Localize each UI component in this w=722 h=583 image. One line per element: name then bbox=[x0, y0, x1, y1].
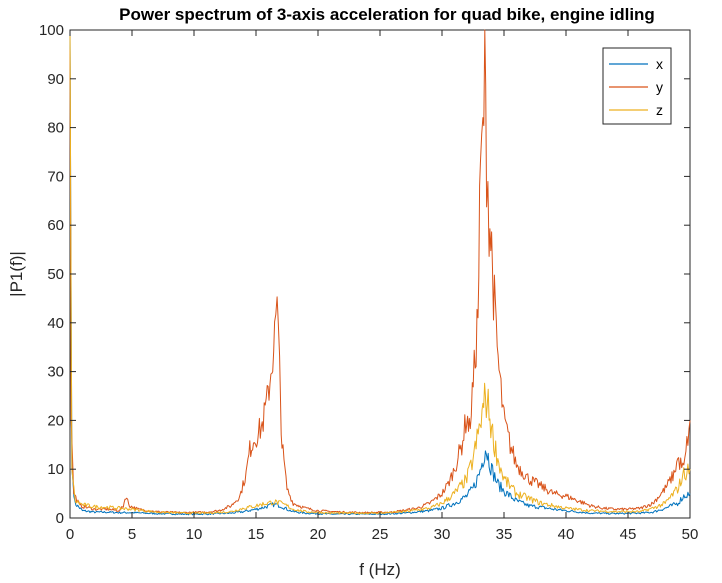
legend[interactable]: x y z bbox=[602, 47, 672, 125]
x-tick-label: 0 bbox=[66, 526, 74, 543]
series-line-x bbox=[69, 29, 691, 516]
x-axis: 0 5 10 15 20 25 30 35 40 45 50 bbox=[66, 30, 699, 543]
x-tick-label: 20 bbox=[310, 526, 327, 543]
y-tick-label: 20 bbox=[47, 412, 64, 429]
y-tick-label: 90 bbox=[47, 71, 64, 88]
x-tick-label: 5 bbox=[128, 526, 136, 543]
x-tick-label: 30 bbox=[434, 526, 451, 543]
x-axis-label: f (Hz) bbox=[359, 560, 401, 579]
legend-label-y: y bbox=[656, 79, 663, 95]
legend-label-z: z bbox=[656, 102, 663, 118]
y-tick-label: 100 bbox=[39, 22, 64, 39]
y-tick-label: 70 bbox=[47, 168, 64, 185]
plot-area bbox=[69, 29, 691, 519]
y-axis: 0 10 20 30 40 50 60 70 80 90 100 bbox=[39, 22, 690, 527]
chart-title: Power spectrum of 3-axis acceleration fo… bbox=[119, 5, 655, 24]
legend-label-x: x bbox=[656, 56, 663, 72]
x-tick-label: 15 bbox=[248, 526, 265, 543]
x-tick-label: 50 bbox=[682, 526, 699, 543]
x-tick-label: 10 bbox=[186, 526, 203, 543]
series-line-z bbox=[69, 29, 691, 515]
x-tick-label: 35 bbox=[496, 526, 513, 543]
legend-box bbox=[602, 47, 672, 125]
y-axis-label: |P1(f)| bbox=[7, 251, 26, 297]
y-tick-label: 50 bbox=[47, 266, 64, 283]
x-tick-label: 45 bbox=[620, 526, 637, 543]
x-tick-label: 25 bbox=[372, 526, 389, 543]
y-tick-label: 60 bbox=[47, 217, 64, 234]
y-tick-label: 80 bbox=[47, 120, 64, 137]
y-tick-label: 0 bbox=[56, 510, 64, 527]
y-tick-label: 30 bbox=[47, 364, 64, 381]
x-tick-label: 40 bbox=[558, 526, 575, 543]
y-tick-label: 40 bbox=[47, 315, 64, 332]
series-layer bbox=[69, 29, 691, 516]
y-tick-label: 10 bbox=[47, 461, 64, 478]
